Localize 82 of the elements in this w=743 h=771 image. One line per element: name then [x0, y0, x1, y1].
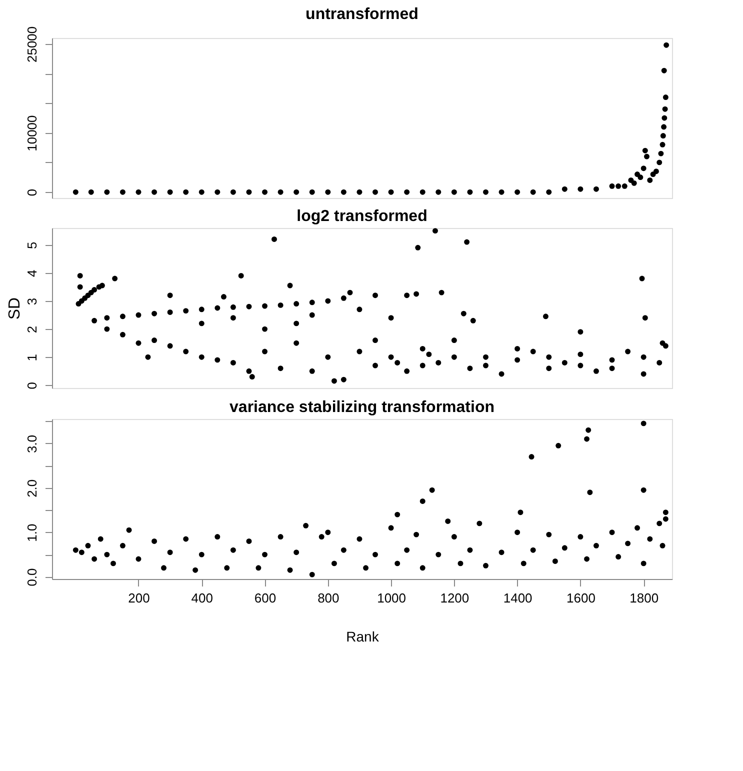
point [616, 183, 622, 189]
y-tick-label: 0.0 [24, 568, 40, 586]
x-tick-label: 1800 [630, 590, 659, 606]
point [498, 189, 504, 195]
point [647, 177, 653, 183]
point [530, 189, 536, 195]
point [660, 142, 666, 148]
point [214, 189, 220, 195]
point [404, 189, 410, 195]
point [356, 189, 362, 195]
point [638, 174, 644, 180]
point [662, 115, 668, 121]
x-tick-label: 200 [128, 590, 150, 606]
point [183, 189, 189, 195]
y-tick-label: 1.0 [24, 524, 40, 542]
point [340, 189, 346, 195]
y-tick-label: 2 [24, 326, 40, 334]
point [262, 189, 268, 195]
y-tick-label: 4 [24, 270, 40, 278]
point [656, 160, 662, 166]
point [514, 189, 520, 195]
point [436, 189, 442, 195]
point [593, 186, 599, 192]
point [294, 189, 300, 195]
point [230, 189, 236, 195]
point [578, 186, 584, 192]
point [662, 106, 668, 112]
point [325, 189, 331, 195]
point [631, 180, 637, 186]
point [451, 189, 457, 195]
point [634, 172, 640, 178]
point [661, 68, 667, 74]
point [609, 183, 615, 189]
point [372, 189, 378, 195]
point [467, 189, 473, 195]
y-tick-label: 0 [24, 382, 40, 390]
point [483, 189, 488, 195]
y-tick-label: 1 [24, 354, 40, 362]
chart-title: variance stabilizing transformation [230, 399, 494, 416]
point [642, 148, 648, 154]
x-tick-label: 800 [318, 590, 340, 606]
point [246, 189, 252, 195]
point [136, 189, 142, 195]
x-axis-title: Rank [346, 628, 380, 644]
point [546, 189, 552, 195]
point [167, 189, 173, 195]
y-tick-label: 0 [24, 188, 40, 196]
point [562, 186, 568, 192]
point [661, 124, 667, 130]
point [72, 189, 78, 195]
point [664, 42, 670, 48]
x-tick-label: 1400 [503, 590, 532, 606]
chart-title: log2 transformed [296, 208, 428, 225]
point [88, 189, 94, 195]
point [653, 168, 659, 174]
x-tick-label: 400 [191, 590, 213, 606]
chart-title: untransformed [306, 6, 418, 23]
point [644, 154, 650, 160]
y-tick-label: 10000 [24, 115, 40, 152]
point [640, 166, 646, 172]
point [420, 189, 426, 195]
y-tick-label: 25000 [24, 26, 40, 63]
point [278, 189, 284, 195]
point [198, 189, 204, 195]
y-tick-label: 2.0 [24, 479, 40, 498]
point [104, 189, 110, 195]
point [152, 189, 158, 195]
point [388, 189, 394, 195]
point [309, 189, 315, 195]
x-tick-label: 1000 [377, 590, 406, 606]
y-tick-label: 3.0 [24, 434, 40, 453]
point [622, 183, 628, 189]
point [662, 94, 668, 100]
point [660, 133, 666, 139]
y-tick-label: 3 [24, 298, 40, 306]
x-tick-label: 1200 [440, 590, 470, 606]
y-tick-label: 5 [24, 242, 40, 249]
point [658, 150, 664, 156]
x-tick-label: 1600 [566, 590, 596, 606]
point [120, 189, 126, 195]
x-tick-label: 600 [254, 590, 276, 606]
y-axis-title: SD [6, 297, 24, 320]
